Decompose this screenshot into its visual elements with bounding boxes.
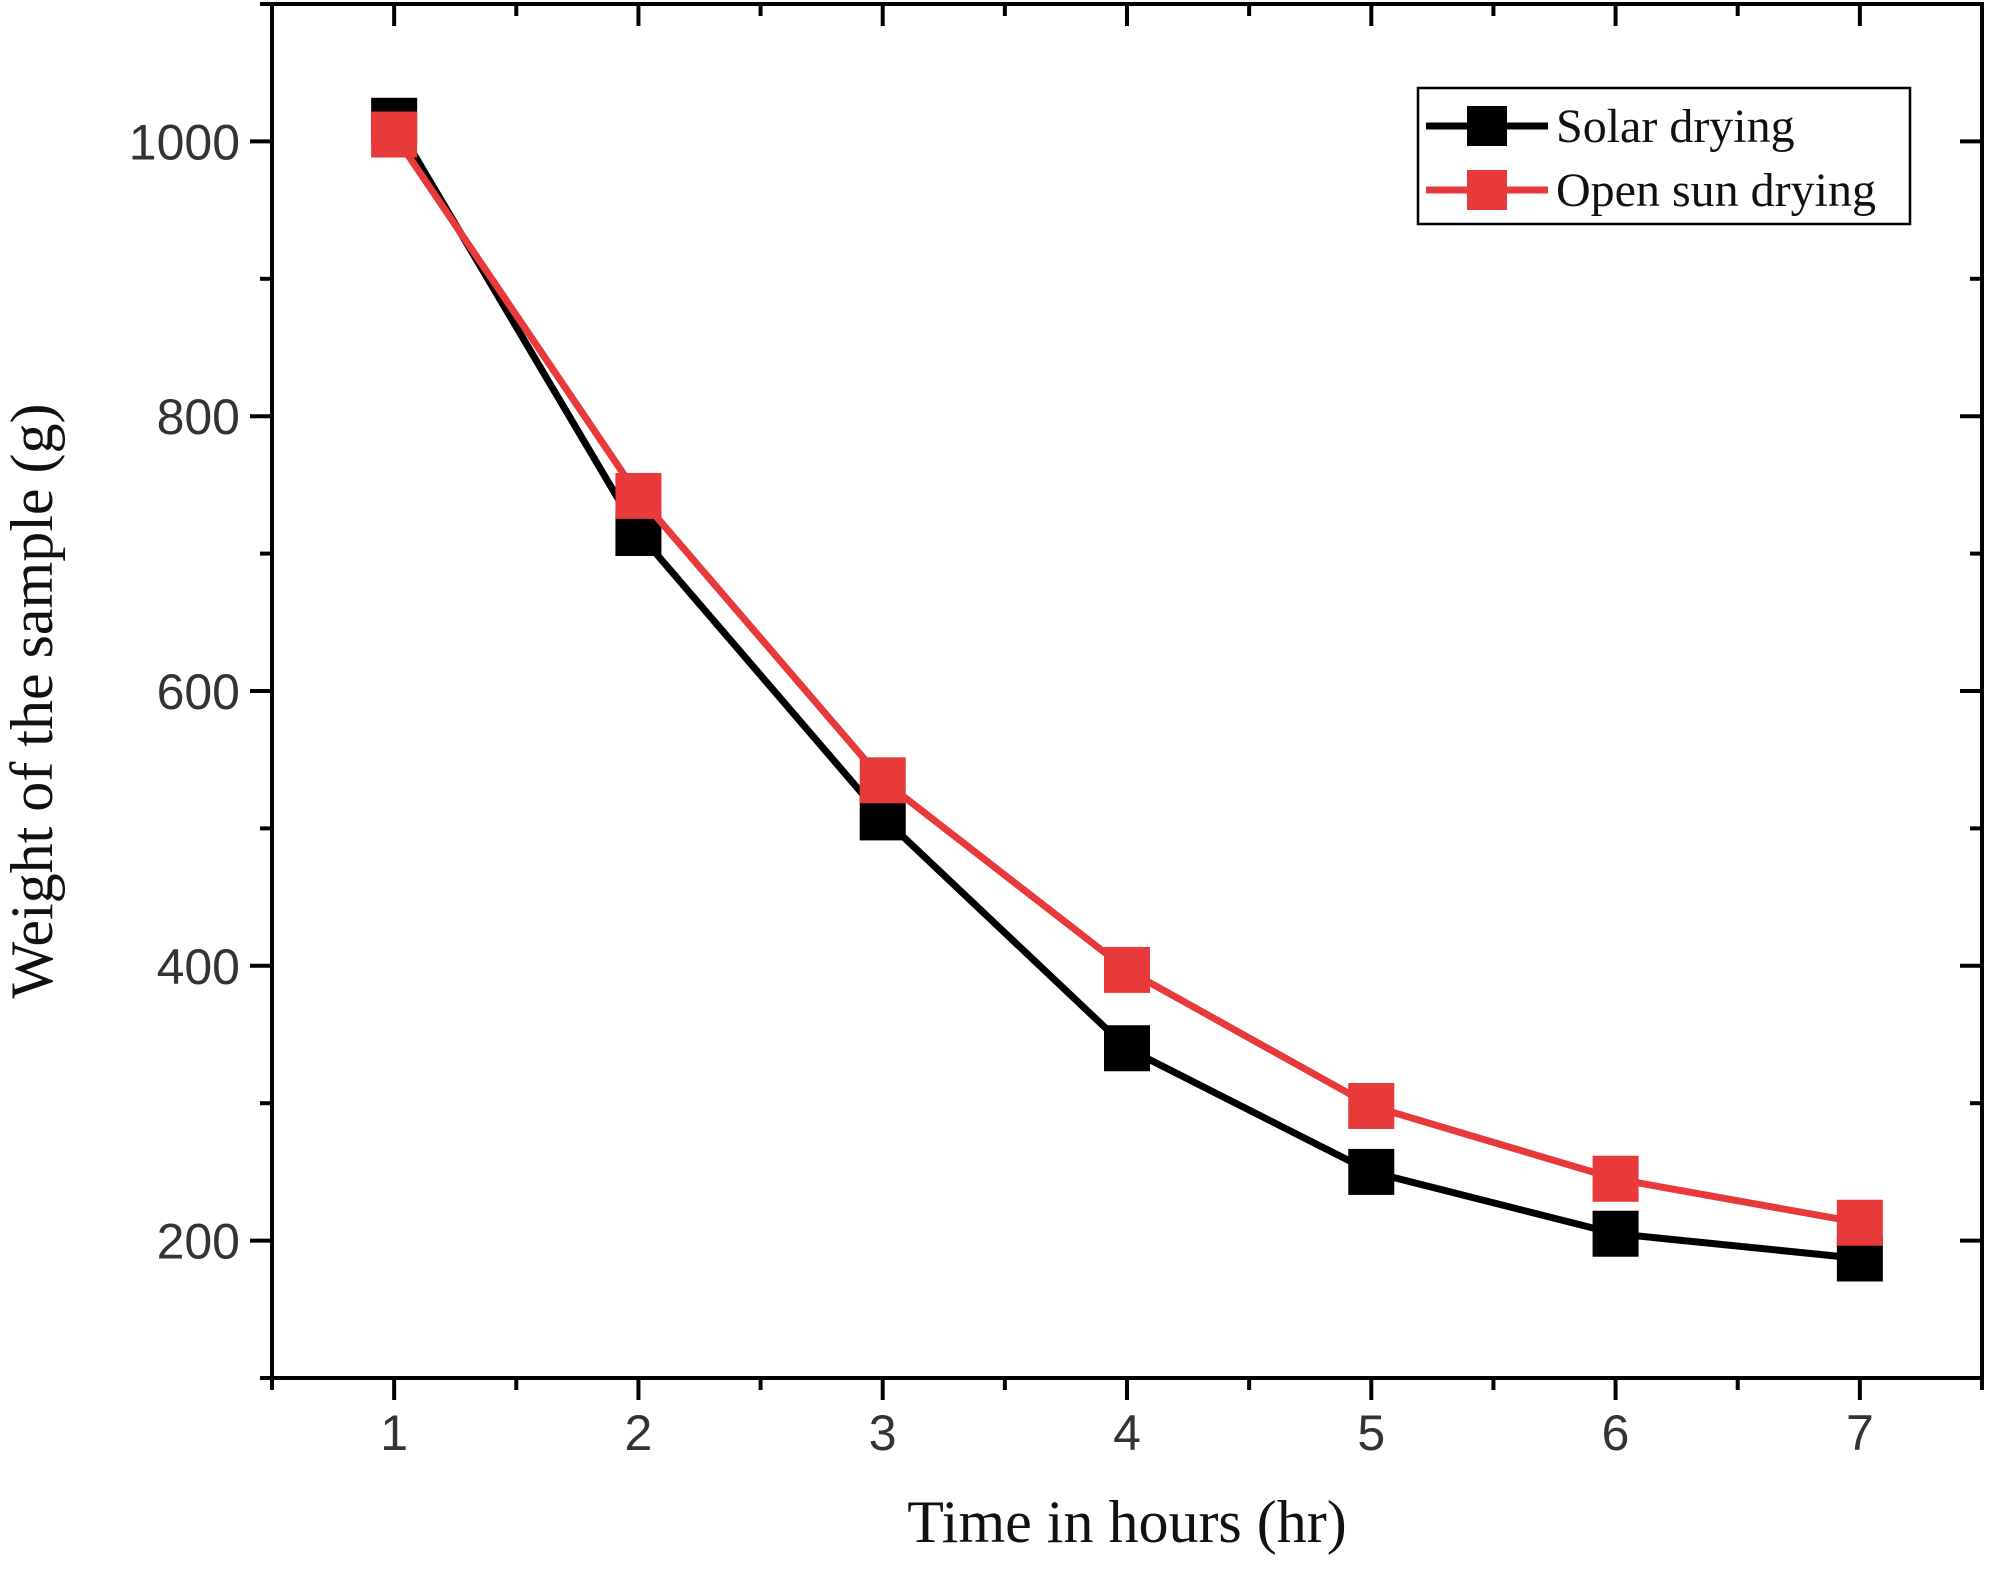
data-point (1104, 1025, 1150, 1072)
y-tick-label: 600 (157, 664, 240, 720)
data-point (1348, 1082, 1395, 1129)
legend-label: Solar drying (1556, 100, 1795, 153)
y-tick-label: 200 (157, 1214, 240, 1270)
legend-item-solar-drying: Solar drying (1426, 100, 1795, 153)
data-point (1104, 946, 1150, 993)
series-0 (371, 97, 1883, 1282)
x-tick-label: 7 (1846, 1405, 1874, 1461)
x-tick-label: 5 (1357, 1405, 1385, 1461)
x-tick-label: 6 (1602, 1405, 1630, 1461)
legend-item-open-sun-drying: Open sun drying (1426, 164, 1876, 217)
y-tick-label: 800 (157, 389, 240, 445)
x-axis: 1 2 3 4 5 6 7 (270, 4, 1984, 1461)
legend-label: Open sun drying (1556, 164, 1876, 217)
data-point (371, 111, 418, 158)
y-axis: 200 400 600 800 1000 (129, 2, 1982, 1380)
data-point (1836, 1199, 1883, 1246)
x-tick-label: 3 (869, 1405, 897, 1461)
x-tick-label: 1 (380, 1405, 408, 1461)
series-layer (371, 97, 1883, 1282)
legend: Solar drying Open sun drying (1416, 86, 1912, 226)
y-axis-title: Weight of the sample (g) (0, 404, 65, 999)
data-point (615, 472, 662, 519)
x-axis-title: Time in hours (hr) (907, 1489, 1346, 1555)
series-1 (371, 111, 1883, 1246)
y-tick-label: 400 (157, 939, 240, 995)
legend-swatch-marker (1467, 106, 1507, 146)
y-tick-label: 1000 (129, 114, 240, 170)
series-line (391, 119, 1861, 1262)
x-tick-label: 2 (625, 1405, 653, 1461)
legend-swatch-marker (1467, 170, 1507, 210)
data-point (1592, 1155, 1639, 1202)
x-tick-label: 4 (1113, 1405, 1141, 1461)
data-point (1592, 1210, 1639, 1257)
data-point (1348, 1148, 1395, 1195)
data-point (859, 757, 906, 804)
